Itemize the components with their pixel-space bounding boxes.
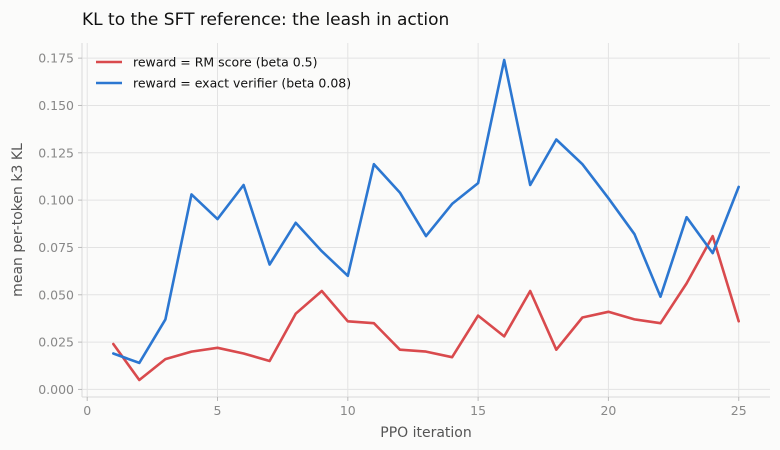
x-tick-label: 10 <box>340 403 356 418</box>
series-line-2 <box>112 58 741 365</box>
y-axis-label: mean per-token k3 KL <box>10 143 26 297</box>
y-tick-label: 0.100 <box>38 193 74 208</box>
y-tick-label: 0.000 <box>38 382 74 397</box>
y-ticks: 0.000 0.025 0.050 0.075 0.100 0.125 0.150 0.175 <box>38 51 82 397</box>
x-axis-label: PPO iteration <box>380 425 472 441</box>
legend-label: reward = RM score (beta 0.5) <box>133 55 318 70</box>
x-ticks: 0 5 10 15 20 25 <box>83 397 747 418</box>
x-tick-label: 5 <box>214 403 222 418</box>
x-tick-label: 0 <box>83 403 91 418</box>
chart-title: KL to the SFT reference: the leash in ac… <box>82 10 449 30</box>
series-lines <box>112 58 741 382</box>
x-tick-label: 25 <box>731 403 747 418</box>
y-tick-label: 0.025 <box>38 335 74 350</box>
legend: reward = RM score (beta 0.5) reward = exa… <box>96 55 351 91</box>
y-tick-label: 0.125 <box>38 145 74 160</box>
y-tick-label: 0.150 <box>38 98 74 113</box>
x-tick-label: 20 <box>600 403 616 418</box>
series-line-1 <box>112 234 741 382</box>
y-tick-label: 0.050 <box>38 287 74 302</box>
axes <box>81 43 770 398</box>
y-tick-label: 0.075 <box>38 240 74 255</box>
legend-label: reward = exact verifier (beta 0.08) <box>133 76 351 91</box>
x-tick-label: 15 <box>470 403 486 418</box>
y-tick-label: 0.175 <box>38 51 74 66</box>
